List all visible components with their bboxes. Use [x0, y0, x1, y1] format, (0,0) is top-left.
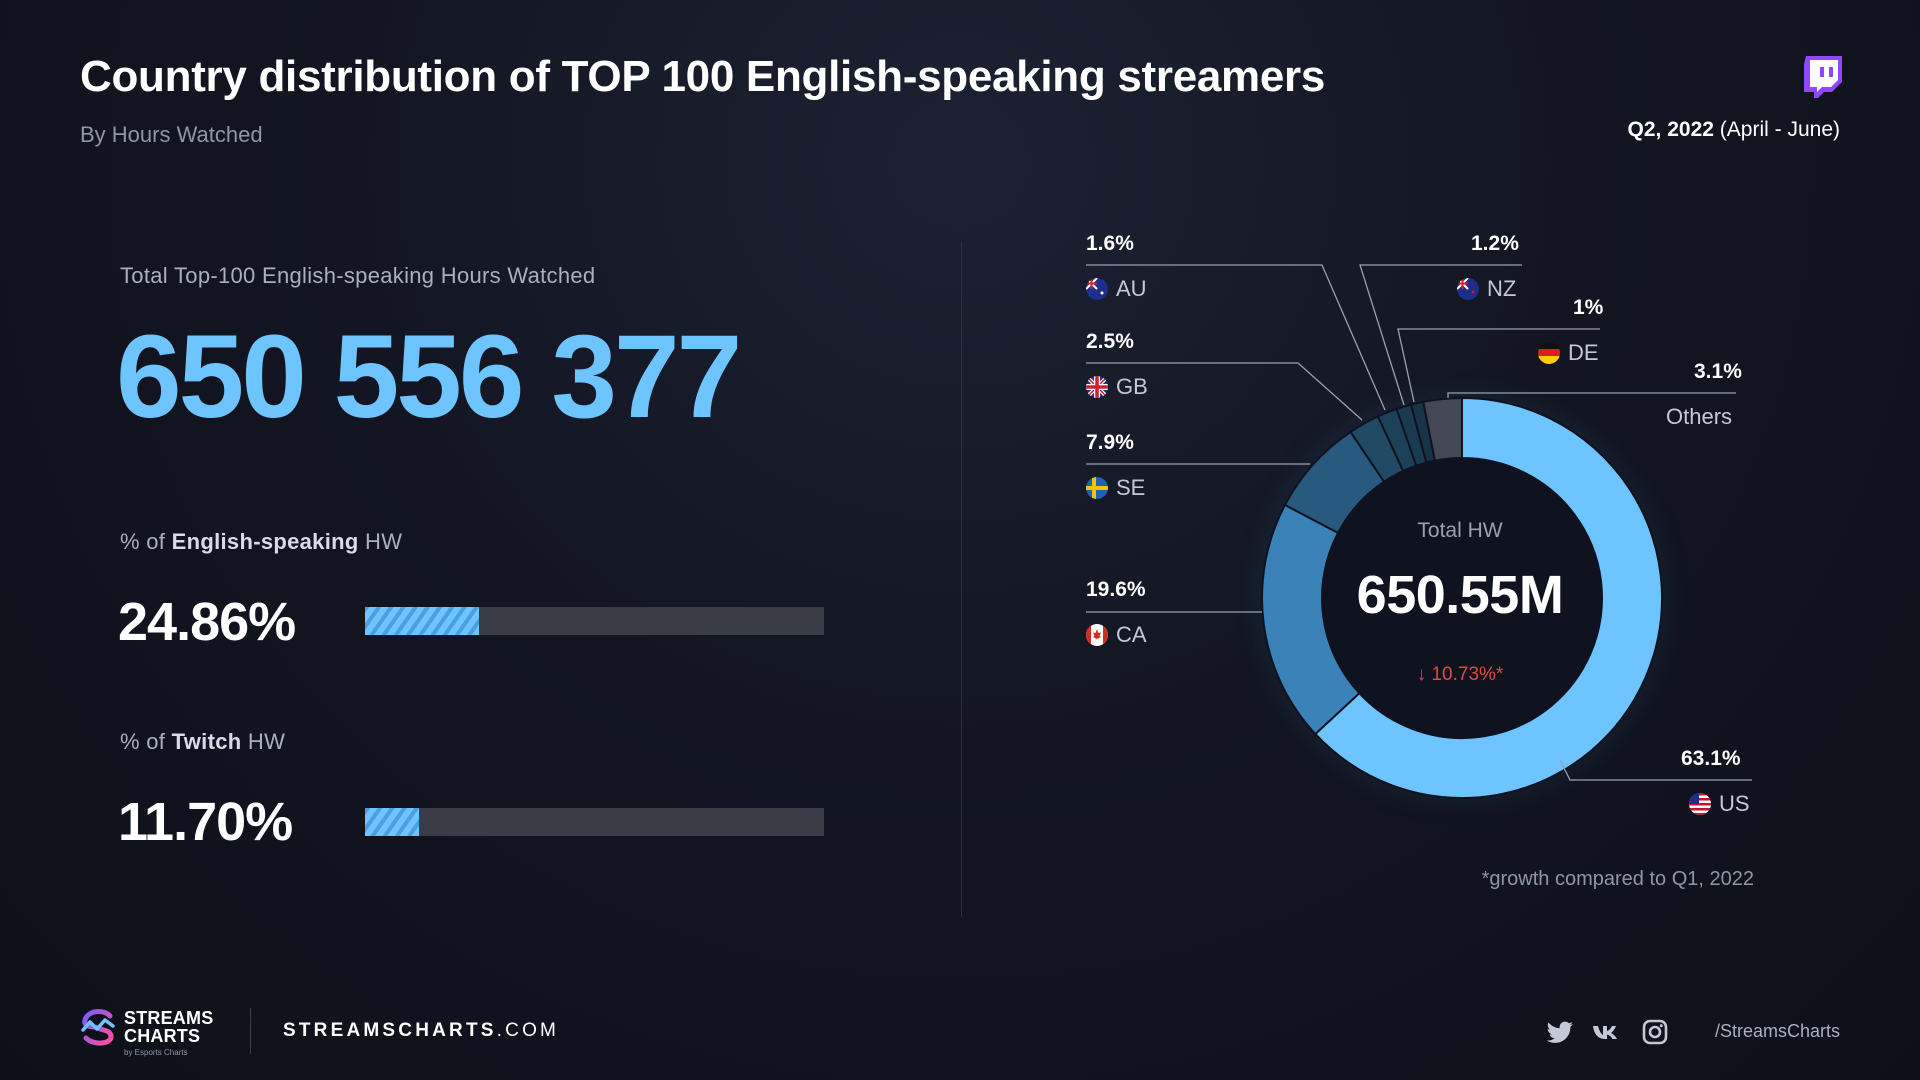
- leader-line-gb: [1086, 362, 1363, 421]
- donut-hole: [1322, 458, 1602, 738]
- vk-icon[interactable]: [1592, 1018, 1622, 1046]
- slice-label-se: 7.9%: [1086, 431, 1134, 454]
- flag-ca-icon: [1086, 624, 1108, 646]
- english-share-value: 24.86%: [118, 592, 296, 652]
- footer-divider: [250, 1008, 251, 1054]
- flag-de-icon: [1538, 342, 1560, 364]
- slice-label-de: 1%: [1573, 296, 1604, 319]
- slice-label-ca: 19.6%: [1086, 578, 1146, 601]
- period-label: Q2, 2022 (April - June): [1627, 118, 1840, 141]
- country-ca: CA: [1086, 622, 1147, 648]
- flag-nz-icon: [1457, 278, 1479, 300]
- country-nz: NZ: [1457, 276, 1516, 302]
- country-se: SE: [1086, 475, 1145, 501]
- english-share-label: % of English-speaking HW: [120, 529, 403, 554]
- leader-line-us: [1559, 759, 1752, 781]
- english-share-bar: [365, 607, 824, 635]
- twitch-share-label: % of Twitch HW: [120, 729, 286, 754]
- growth-footnote: *growth compared to Q1, 2022: [1481, 868, 1754, 890]
- slice-label-gb: 2.5%: [1086, 330, 1134, 353]
- twitter-icon[interactable]: [1545, 1018, 1575, 1046]
- page-subtitle: By Hours Watched: [80, 122, 263, 147]
- country-us: US: [1689, 791, 1750, 817]
- page-title: Country distribution of TOP 100 English-…: [80, 52, 1326, 101]
- country-au: AU: [1086, 276, 1147, 302]
- social-handle[interactable]: /StreamsCharts: [1714, 1021, 1840, 1041]
- leader-line-nz: [1359, 264, 1522, 406]
- leader-line-de: [1397, 328, 1600, 403]
- streamscharts-logo-icon: [81, 1009, 115, 1046]
- donut-center-growth: ↓ 10.73%*: [1416, 664, 1504, 685]
- flag-se-icon: [1086, 477, 1108, 499]
- slice-label-us: 63.1%: [1681, 747, 1741, 770]
- donut-center-value: 650.55M: [1356, 565, 1564, 625]
- brand-subtitle: by Esports Charts: [124, 1048, 188, 1057]
- brand-name: STREAMS CHARTS: [124, 1008, 214, 1046]
- country-de: DE: [1538, 340, 1599, 366]
- twitch-share-bar: [365, 808, 824, 836]
- slice-label-nz: 1.2%: [1471, 232, 1519, 255]
- leader-line-others: [1447, 392, 1736, 398]
- english-share-bar-fill: [365, 607, 480, 635]
- flag-gb-icon: [1086, 376, 1108, 398]
- flag-au-icon: [1086, 278, 1108, 300]
- country-gb: GB: [1086, 374, 1148, 400]
- instagram-icon[interactable]: [1640, 1018, 1670, 1046]
- flag-us-icon: [1689, 793, 1711, 815]
- total-hw-label: Total Top-100 English-speaking Hours Wat…: [120, 263, 596, 288]
- donut-center-label: Total HW: [1417, 519, 1503, 542]
- twitch-icon: [1804, 56, 1842, 98]
- leader-line-au: [1086, 264, 1386, 411]
- twitch-share-value: 11.70%: [118, 792, 293, 852]
- twitch-share-bar-fill: [365, 808, 419, 836]
- slice-label-au: 1.6%: [1086, 232, 1134, 255]
- section-divider: [961, 242, 962, 917]
- slice-label-others: 3.1%: [1694, 360, 1742, 383]
- country-others: Others: [1666, 404, 1733, 429]
- total-hw-value: 650 556 377: [116, 311, 742, 443]
- website-link[interactable]: STREAMSCHARTS.COM: [283, 1020, 560, 1041]
